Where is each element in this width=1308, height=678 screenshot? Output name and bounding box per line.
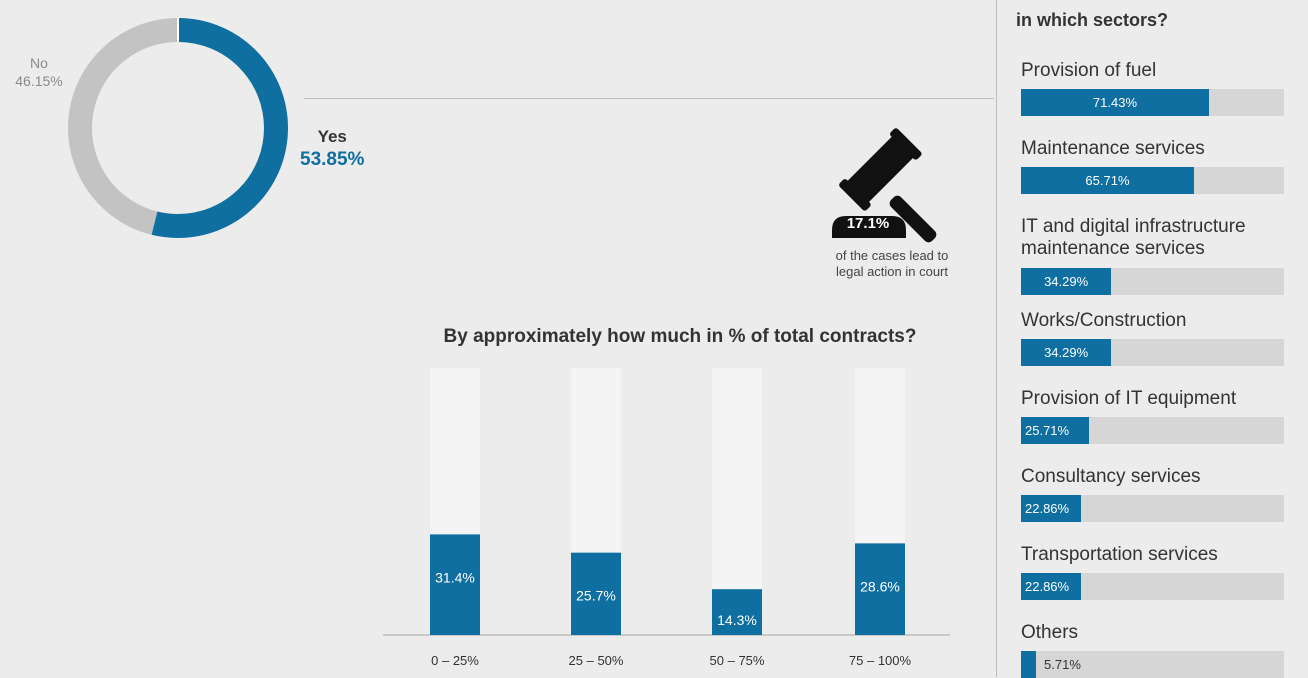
sector-bar-track: 34.29% [1021, 339, 1284, 366]
sector-label-line: Consultancy services [1021, 466, 1201, 487]
sector-value-label: 22.86% [1025, 501, 1070, 516]
sector-bar-track: 34.29% [1021, 268, 1284, 295]
sector-label: Provision of fuel [1021, 60, 1291, 82]
bar-category-label: 0 – 25% [431, 653, 479, 668]
sector-label: Others [1021, 622, 1291, 644]
sector-label-line: Provision of fuel [1021, 60, 1157, 81]
sector-bar-track: 5.71% [1021, 651, 1284, 678]
sector-item: Consultancy services 22.86% [1021, 466, 1291, 522]
sector-bar-fill [1021, 339, 1112, 366]
bar [712, 589, 762, 635]
sector-bar-fill [1021, 573, 1082, 600]
sector-value-label: 65.71% [1085, 173, 1130, 188]
bar-category-label: 75 – 100% [849, 653, 912, 668]
sector-bar-track: 25.71% [1021, 417, 1284, 444]
sector-bar-fill [1021, 417, 1089, 444]
donut-no-text: No [30, 55, 48, 71]
sector-label: Transportation services [1021, 544, 1291, 566]
sector-bar-track: 22.86% [1021, 573, 1284, 600]
legal-caption-line-1: of the cases lead to [835, 248, 949, 263]
vertical-divider [996, 0, 997, 677]
sector-item: Provision of fuel 71.43% [1021, 60, 1291, 116]
donut-yes-value: 53.85% [300, 149, 365, 170]
sector-value-label: 25.71% [1025, 423, 1070, 438]
sectors-title: in which sectors? [1016, 10, 1169, 30]
gavel-icon [832, 128, 937, 243]
bar [430, 534, 480, 635]
sector-item: IT and digital infrastructure maintenance… [1021, 216, 1291, 295]
bar-value-label: 14.3% [717, 612, 757, 628]
contracts-bar-chart: 31.4% 0 – 25% 25.7% 25 – 50% 14.3% 50 – 75% 28… [383, 368, 950, 668]
sector-value-label: 22.86% [1025, 579, 1070, 594]
bar-value-label: 25.7% [576, 588, 616, 604]
bar-category-label: 50 – 75% [710, 653, 765, 668]
sector-item: Provision of IT equipment 25.71% [1021, 388, 1291, 444]
sector-label-line: Transportation services [1021, 544, 1218, 565]
sector-label-line: Others [1021, 622, 1079, 643]
sector-bar-track: 22.86% [1021, 495, 1284, 522]
sector-label-line: Works/Construction [1021, 310, 1187, 331]
sector-label-line: Provision of IT equipment [1021, 388, 1237, 409]
sector-label-line: Maintenance services [1021, 138, 1205, 159]
bar-value-label: 31.4% [435, 569, 475, 585]
sector-bar-track: 65.71% [1021, 167, 1284, 194]
sector-value-label: 34.29% [1044, 345, 1089, 360]
sector-value-label: 5.71% [1044, 657, 1081, 672]
bar [571, 552, 621, 635]
horizontal-divider [304, 98, 994, 99]
sector-item: Others 5.71% [1021, 622, 1291, 678]
donut-no-label: No 46.15% [8, 54, 70, 90]
legal-caption-line-2: legal action in court [835, 264, 948, 279]
bar-category-label: 25 – 50% [569, 653, 624, 668]
sector-label: Consultancy services [1021, 466, 1291, 488]
sector-bar-fill [1021, 89, 1209, 116]
yes-no-donut-chart [68, 18, 288, 238]
donut-yes-label: Yes 53.85% [300, 126, 364, 172]
sector-label: IT and digital infrastructure maintenance… [1021, 216, 1291, 260]
sector-bar-fill [1021, 651, 1037, 678]
sector-value-label: 34.29% [1044, 274, 1089, 289]
sector-bar-fill [1021, 495, 1082, 522]
sector-label-line: IT and digital infrastructure [1021, 216, 1246, 237]
bar-chart-title: By approximately how much in % of total … [443, 326, 917, 347]
bar [855, 543, 905, 635]
sector-label: Provision of IT equipment [1021, 388, 1291, 410]
sector-bar-track: 71.43% [1021, 89, 1284, 116]
donut-yes-text: Yes [317, 127, 347, 146]
legal-action-percent: 17.1% [846, 215, 890, 232]
sector-item: Maintenance services 65.71% [1021, 138, 1291, 194]
sector-bar-fill [1021, 167, 1194, 194]
sector-item: Works/Construction 34.29% [1021, 310, 1291, 366]
donut-no-value: 46.15% [15, 73, 63, 89]
legal-action-caption: of the cases lead to legal action in cou… [800, 248, 984, 280]
sector-label-line: maintenance services [1021, 238, 1205, 259]
sector-value-label: 71.43% [1092, 95, 1138, 110]
sector-item: Transportation services 22.86% [1021, 544, 1291, 600]
sector-label: Works/Construction [1021, 310, 1291, 332]
sector-label: Maintenance services [1021, 138, 1291, 160]
sector-bar-fill [1021, 268, 1112, 295]
bar-value-label: 28.6% [860, 578, 900, 594]
